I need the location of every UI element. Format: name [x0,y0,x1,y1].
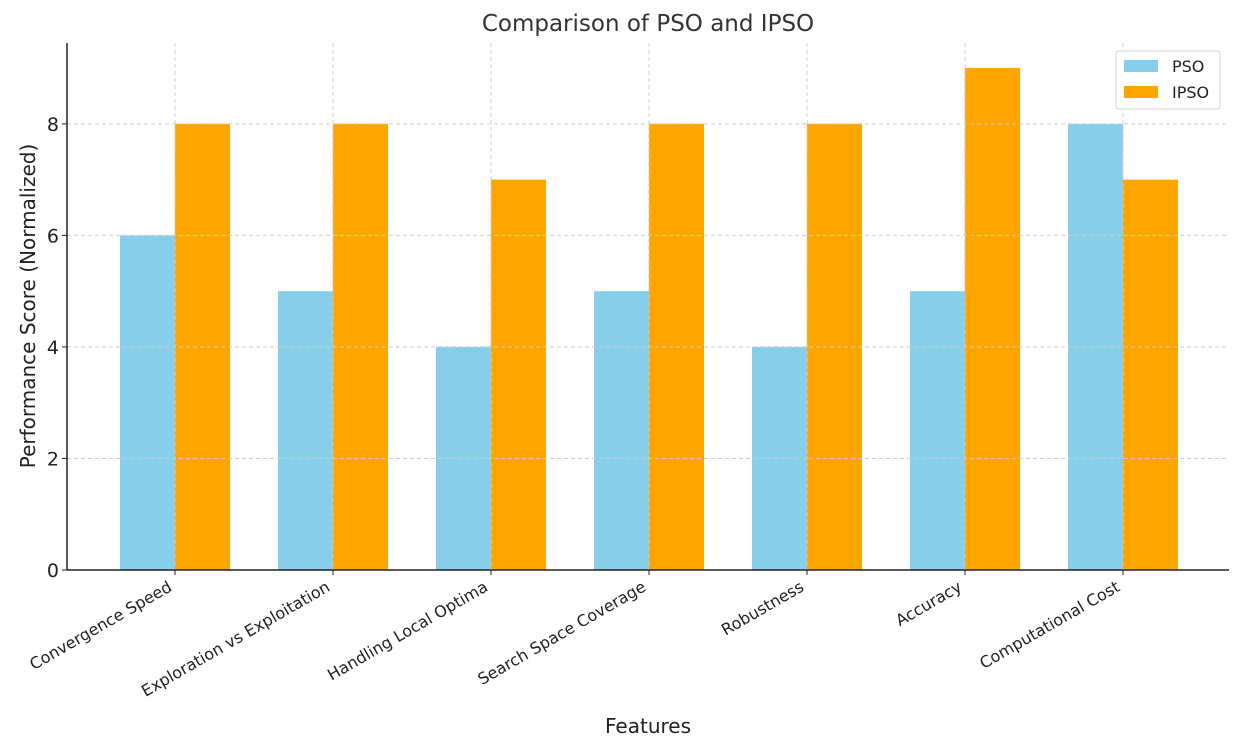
bar-ipso [491,179,546,570]
chart-title: Comparison of PSO and IPSO [482,11,814,37]
x-tick-label: Robustness [718,577,807,639]
legend-swatch-ipso [1124,86,1158,98]
y-tick-label: 4 [47,337,59,359]
legend-swatch-pso [1124,60,1158,72]
x-tick-label: Search Space Coverage [474,577,649,689]
x-tick-label: Convergence Speed [26,577,175,674]
bar-ipso [965,68,1020,570]
bar-ipso [1123,179,1178,570]
x-tick-label: Accuracy [892,577,965,630]
gridlines [67,43,1229,570]
y-ticks: 0 2 4 6 8 [47,114,67,582]
y-tick-label: 0 [47,560,59,582]
legend-label-pso: PSO [1172,57,1204,76]
bar-pso [120,235,175,570]
y-tick-label: 2 [47,448,59,470]
y-tick-label: 6 [47,225,59,247]
x-tick-label: Handling Local Optima [324,577,491,684]
legend: PSO IPSO [1115,50,1221,110]
x-axis-label: Features [605,714,691,738]
bar-pso [278,291,333,570]
x-tick-label: Computational Cost [976,577,1123,673]
y-tick-label: 8 [47,114,59,136]
bar-pso [910,291,965,570]
legend-label-ipso: IPSO [1172,83,1209,102]
bar-pso [594,291,649,570]
y-axis-label: Performance Score (Normalized) [16,144,40,469]
